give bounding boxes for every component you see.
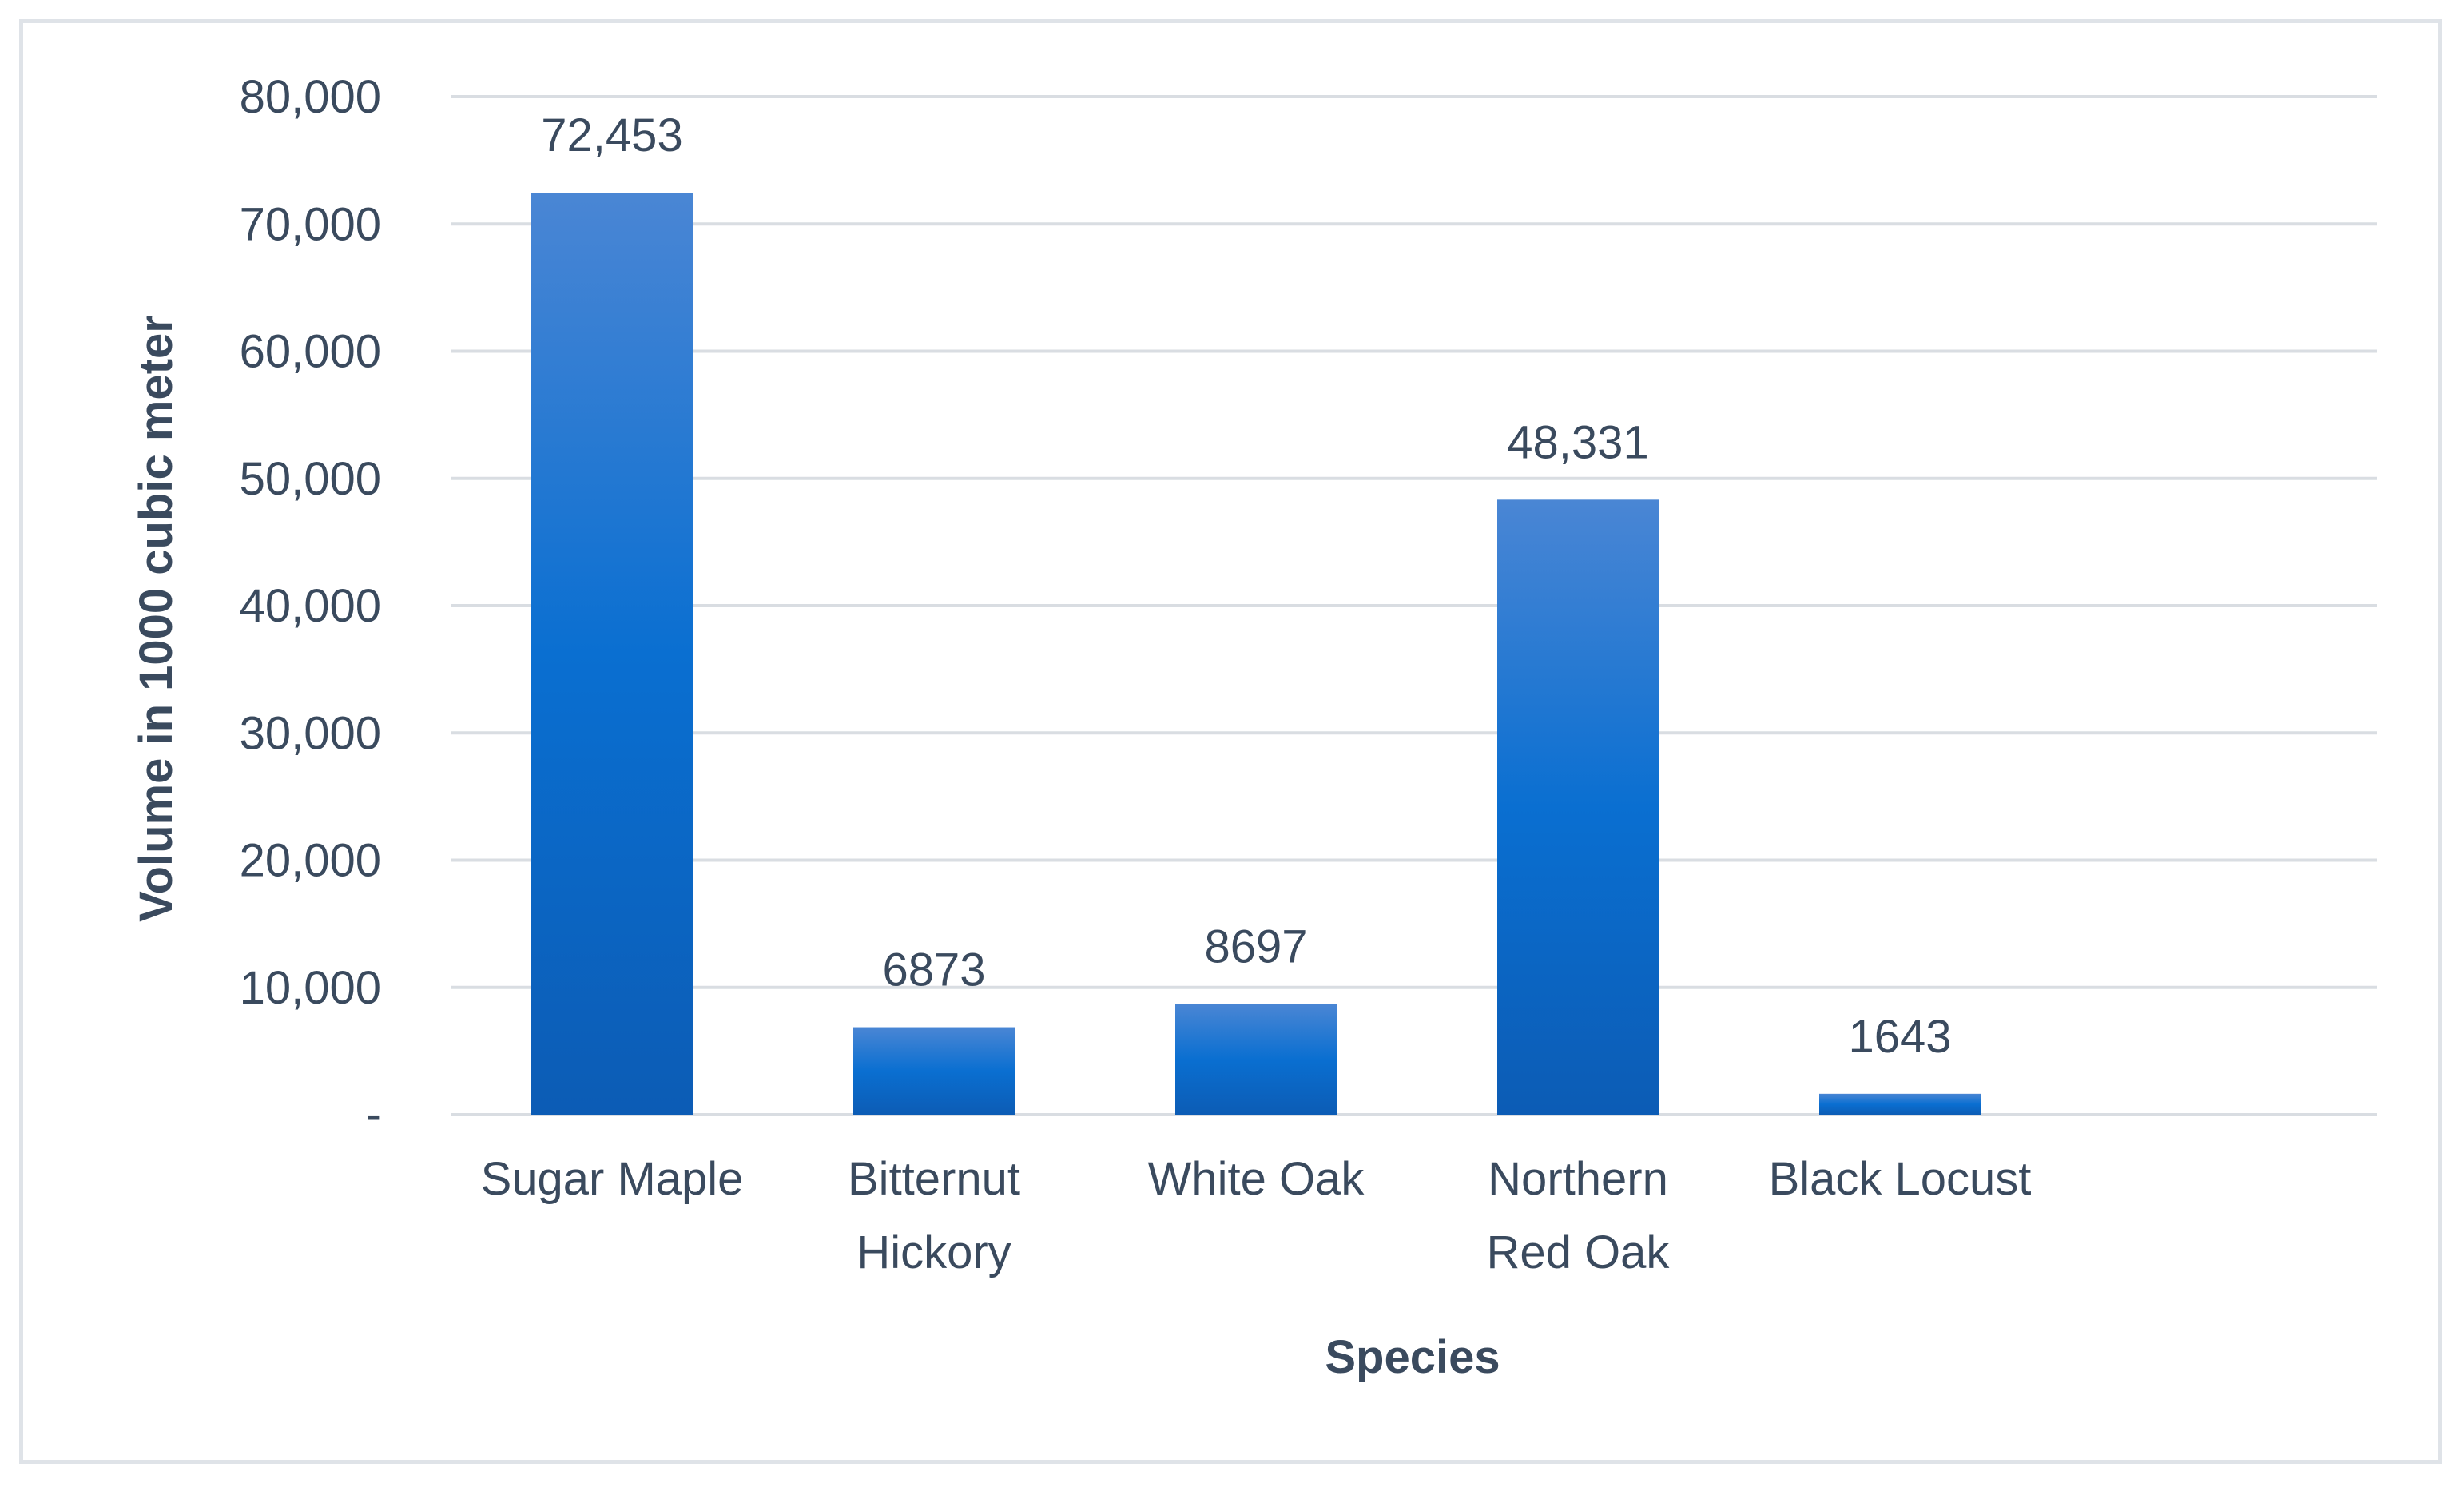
y-tick-label: 40,000 xyxy=(240,580,381,632)
bars xyxy=(531,193,1981,1115)
category-label: Sugar Maple xyxy=(481,1153,744,1205)
category-label: Northern xyxy=(1488,1153,1668,1205)
y-tick-label: 10,000 xyxy=(240,962,381,1014)
data-label: 6873 xyxy=(882,944,985,996)
data-label: 48,331 xyxy=(1507,416,1648,468)
bar-chart: - 10,000 20,000 30,000 40,000 50,000 60,000 70,… xyxy=(130,71,2377,1383)
y-tick-label: 30,000 xyxy=(240,707,381,759)
category-label: Black Locust xyxy=(1769,1153,2032,1205)
data-label: 8697 xyxy=(1204,921,1307,973)
category-label: Hickory xyxy=(856,1227,1011,1278)
data-label: 72,453 xyxy=(541,109,682,161)
chart-frame: - 10,000 20,000 30,000 40,000 50,000 60,000 70,… xyxy=(19,19,2442,1464)
y-tick-label: - xyxy=(366,1089,381,1141)
y-axis-tick-labels: - 10,000 20,000 30,000 40,000 50,000 60,000 70,… xyxy=(240,71,381,1141)
y-tick-label: 80,000 xyxy=(240,71,381,123)
x-axis-title: Species xyxy=(1325,1331,1500,1383)
bar xyxy=(1819,1093,1981,1115)
bar xyxy=(1497,499,1659,1115)
y-axis-title: Volume in 1000 cubic meter xyxy=(130,315,182,922)
category-label: Red Oak xyxy=(1487,1227,1671,1278)
data-label: 1643 xyxy=(1848,1011,1951,1063)
y-tick-label: 20,000 xyxy=(240,835,381,887)
bar xyxy=(853,1027,1015,1115)
category-label: Bitternut xyxy=(848,1153,1020,1205)
y-tick-label: 70,000 xyxy=(240,198,381,250)
gridlines xyxy=(451,95,2377,1116)
x-axis-category-labels: Sugar Maple Bitternut Hickory White Oak Nort… xyxy=(481,1153,2032,1278)
bar xyxy=(1175,1004,1337,1115)
data-labels: 72,453 6873 8697 48,331 1643 xyxy=(541,109,1951,1063)
y-tick-label: 60,000 xyxy=(240,326,381,378)
y-tick-label: 50,000 xyxy=(240,453,381,505)
category-label: White Oak xyxy=(1148,1153,1365,1205)
bar xyxy=(531,193,693,1115)
